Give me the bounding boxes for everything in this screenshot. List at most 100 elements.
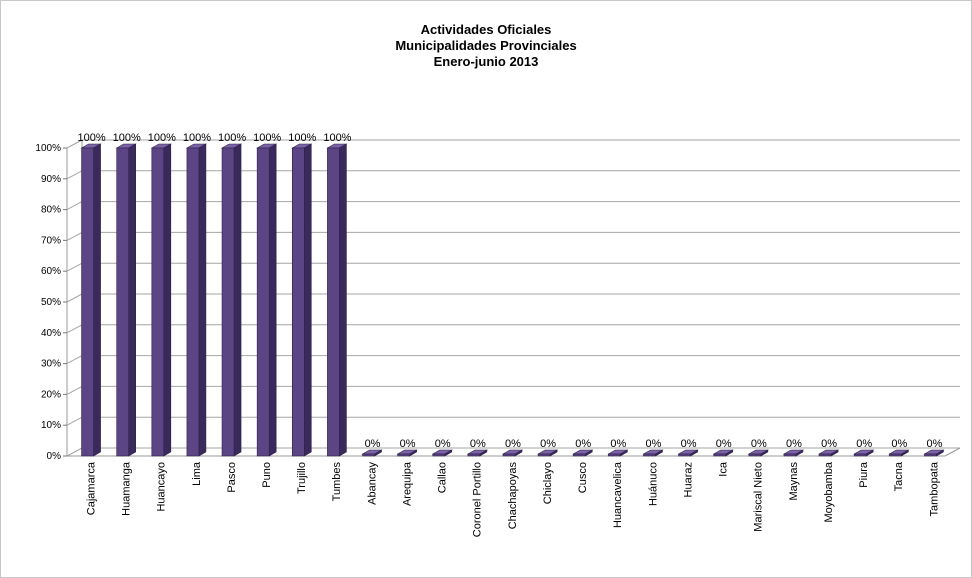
x-tick-label: Huánuco: [647, 462, 659, 506]
bar: [221, 147, 235, 457]
y-tick-label: 100%: [35, 143, 61, 154]
bar-side: [303, 143, 312, 457]
bar: [151, 147, 165, 457]
data-label: 100%: [218, 132, 246, 144]
x-tick-label: Tambopata: [928, 461, 940, 516]
x-tick-label: Cajamarca: [85, 461, 97, 515]
x-tick-label: Abancay: [366, 462, 378, 505]
data-label: 100%: [148, 132, 176, 144]
chart-title-line-1: Actividades Oficiales: [420, 22, 552, 37]
x-tick-label: Callao: [437, 462, 449, 493]
gridline-side: [66, 201, 83, 211]
bar: [853, 453, 867, 457]
gridline-side: [66, 170, 83, 180]
data-label: 100%: [323, 132, 351, 144]
bar: [256, 147, 270, 457]
bar: [889, 453, 902, 457]
data-label: 0%: [821, 438, 837, 450]
data-label: 0%: [610, 438, 626, 450]
bar: [467, 453, 481, 457]
x-tick-label: Huancayo: [156, 462, 168, 512]
bar: [678, 453, 691, 457]
bar: [327, 147, 340, 457]
x-tick-label: Huamanga: [121, 461, 133, 516]
y-tick-label: 70%: [41, 235, 61, 246]
data-label: 0%: [540, 438, 556, 450]
data-label: 0%: [435, 438, 451, 450]
data-label: 0%: [470, 438, 486, 450]
gridline-side: [66, 262, 83, 272]
bar-side: [198, 143, 207, 457]
floor-right-edge: [944, 447, 961, 457]
bar: [748, 453, 762, 457]
gridline-side: [66, 385, 83, 395]
data-label: 0%: [400, 438, 416, 450]
bar: [502, 453, 516, 457]
bar: [537, 453, 551, 457]
bar: [643, 453, 656, 457]
x-tick-label: Chachapoyas: [507, 462, 519, 530]
bar: [432, 453, 446, 457]
x-tick-label: Tacna: [893, 461, 905, 491]
bar: [713, 453, 727, 457]
data-label: 0%: [505, 438, 521, 450]
data-label: 0%: [786, 438, 802, 450]
gridline-side: [66, 231, 83, 241]
y-tick-label: 50%: [41, 297, 61, 308]
data-label: 0%: [891, 438, 907, 450]
gridline-side: [66, 324, 83, 334]
data-label: 100%: [77, 132, 105, 144]
gridline-side: [66, 293, 83, 303]
bar: [81, 147, 94, 457]
y-tick-label: 0%: [47, 451, 62, 462]
data-label: 100%: [253, 132, 281, 144]
bar: [397, 453, 410, 457]
bar: [608, 453, 621, 457]
data-label: 0%: [716, 438, 732, 450]
x-tick-label: Huaraz: [682, 462, 694, 497]
gridline-side: [66, 139, 83, 149]
x-tick-label: Coronel Portillo: [472, 462, 484, 537]
x-tick-label: Trujillo: [296, 462, 308, 494]
y-tick-label: 10%: [41, 420, 61, 431]
bar-side: [163, 143, 172, 457]
gridline-side: [66, 447, 83, 457]
y-tick-label: 40%: [41, 328, 61, 339]
bar: [818, 453, 832, 457]
data-label: 0%: [856, 438, 872, 450]
chart-title-line-2: Municipalidades Provinciales: [395, 38, 577, 53]
gridline-side: [66, 416, 83, 426]
y-tick-label: 20%: [41, 389, 61, 400]
x-tick-label: Pasco: [226, 462, 238, 493]
bar-side: [93, 143, 101, 457]
y-tick-label: 90%: [41, 174, 61, 185]
y-tick-label: 60%: [41, 266, 61, 277]
data-label: 0%: [926, 438, 942, 450]
bar-side: [233, 143, 242, 457]
x-tick-label: Piura: [858, 461, 870, 488]
data-label: 0%: [681, 438, 697, 450]
bar-side: [339, 143, 347, 457]
x-tick-label: Cusco: [577, 462, 589, 493]
bar: [924, 453, 937, 457]
x-tick-label: Puno: [261, 462, 273, 488]
data-label: 0%: [646, 438, 662, 450]
bar: [291, 147, 305, 457]
bar-side: [128, 143, 136, 457]
x-tick-label: Tumbes: [331, 462, 343, 502]
bar: [783, 453, 797, 457]
x-tick-label: Huancavelica: [612, 461, 624, 528]
y-tick-label: 80%: [41, 205, 61, 216]
x-tick-label: Arequipa: [401, 461, 413, 506]
data-label: 0%: [751, 438, 767, 450]
chart-title-line-3: Enero-junio 2013: [433, 54, 539, 69]
x-tick-label: Ica: [718, 461, 730, 477]
bar: [116, 147, 129, 457]
data-label: 100%: [183, 132, 211, 144]
gridline-side: [66, 355, 83, 365]
x-tick-label: Lima: [191, 461, 203, 486]
data-label: 100%: [288, 132, 316, 144]
data-label: 0%: [575, 438, 591, 450]
bar: [572, 453, 586, 457]
